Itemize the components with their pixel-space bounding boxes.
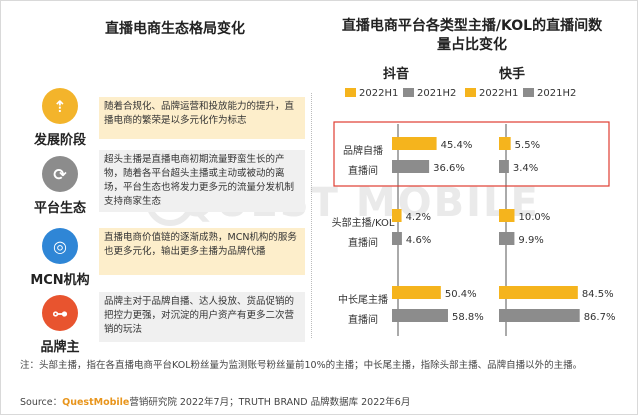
bar-2022h1 [392,209,402,222]
data-label: 5.5% [515,140,540,151]
data-label: 86.7% [584,312,616,323]
legend-label: 2022H1 [359,88,398,99]
category-label: 中长尾主播 [338,293,388,306]
data-label: 45.4% [441,140,473,151]
bar-2022h1 [499,286,578,299]
category-label: 头部主播/KOL [332,216,395,229]
data-label: 10.0% [519,212,551,223]
data-label: 3.4% [513,163,538,174]
source-rest: 营销研究院 2022年7月；TRUTH BRAND 品牌数据库 2022年6月 [129,397,411,408]
panel-divider [311,93,312,338]
bar-2021h2 [392,309,448,322]
chart-title-line2: 量占比变化 [437,37,507,53]
brand-network-icon: ⊶ [42,295,78,331]
stage-label: 品牌主 [40,340,80,355]
category-label: 直播间 [348,236,378,249]
chart-title: 直播电商平台各类型主播/KOL的直播间数 量占比变化 [322,17,622,55]
legend-swatch-2021h2 [403,88,414,97]
bar-2021h2 [499,160,509,173]
stage-description: 直播电商价值链的逐渐成熟，MCN机构的服务也更多元化，输出更多主播为品牌代播 [99,228,305,275]
data-label: 50.4% [445,289,477,300]
source-prefix: Source： [20,397,63,408]
stage-platform-ecosystem: ⟳ 平台生态 [26,156,94,216]
legend-label: 2021H2 [537,88,576,99]
data-label: 58.8% [452,312,484,323]
data-label: 36.6% [433,163,465,174]
platform-header: 快手 [499,66,525,82]
platform-header: 抖音 [383,66,409,82]
bar-2021h2 [499,232,515,245]
highlight-box [333,121,610,187]
legend-swatch-2022h1 [465,88,476,97]
stage-description: 随着合规化、品牌运营和投放能力的提升，直播电商的繁荣是以多元化作为标志 [99,97,305,139]
stage-label: 发展阶段 [33,133,86,148]
stage-development: ⇡ 发展阶段 [26,88,94,148]
bar-2021h2 [392,232,402,245]
bar-2021h2 [499,309,580,322]
left-panel-title: 直播电商生态格局变化 [105,21,245,37]
refresh-cycle-icon: ⟳ [42,156,78,192]
category-label: 直播间 [348,164,378,177]
bar-2022h1 [392,137,437,150]
bar-2022h1 [499,137,511,150]
category-label: 品牌自播 [343,144,383,157]
data-label: 84.5% [582,289,614,300]
data-label: 4.6% [406,235,431,246]
legend-swatch-2022h1 [345,88,356,97]
source-brand: QuestMobile [62,397,130,408]
stage-brand: ⊶ 品牌主 [26,295,94,355]
bar-2021h2 [392,160,430,173]
development-icon: ⇡ [42,88,78,124]
chart-title-line1: 直播电商平台各类型主播/KOL的直播间数 [341,18,603,34]
stage-mcn: ◎ MCN机构 [26,228,94,288]
footnote: 注：头部主播，指在各直播电商平台KOL粉丝量为监测账号粉丝量前10%的主播；中长… [20,360,583,371]
data-label: 4.2% [406,212,431,223]
category-label: 直播间 [348,313,378,326]
stage-description: 超头主播是直播电商初期流量野蛮生长的产物，随着各平台超头主播或主动或被动的离场，… [99,150,305,212]
data-label: 9.9% [518,235,543,246]
legend-label: 2022H1 [479,88,518,99]
stage-label: 平台生态 [33,201,86,216]
mcn-network-icon: ◎ [42,228,78,264]
stage-description: 品牌主对于品牌自播、达人投放、货品促销的把控力更强，对沉淀的用户资产有更多二次营… [99,292,305,342]
bar-2022h1 [499,209,515,222]
legend-swatch-2021h2 [523,88,534,97]
source-line: Source：QuestMobile营销研究院 2022年7月；TRUTH BR… [20,394,410,408]
stage-label: MCN机构 [30,273,90,288]
legend-label: 2021H2 [417,88,456,99]
bar-2022h1 [392,286,441,299]
